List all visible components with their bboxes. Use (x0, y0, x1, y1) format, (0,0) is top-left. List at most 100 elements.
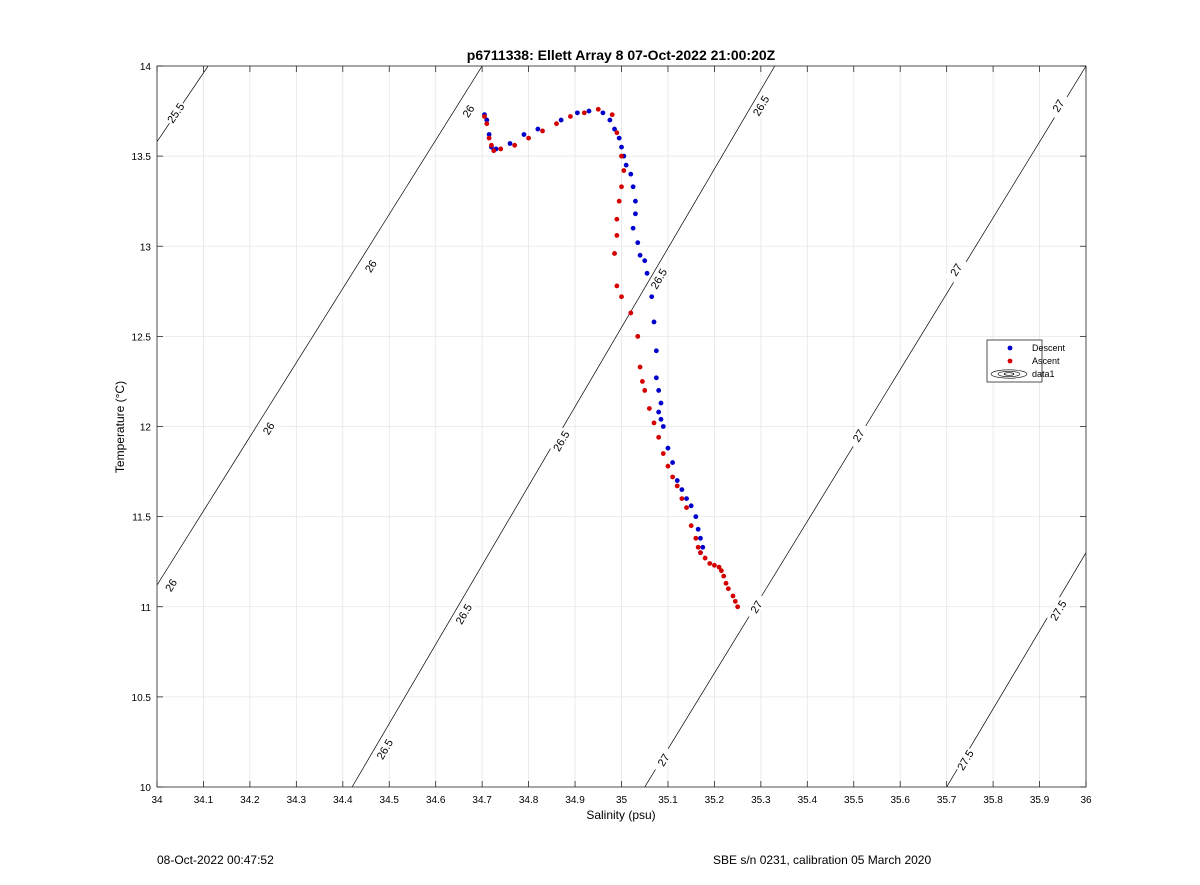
ascent-point (628, 310, 634, 316)
x-axis-label: Salinity (psu) (586, 808, 655, 822)
contour-label: 27 (656, 752, 673, 769)
legend-label-contour: data1 (1032, 369, 1055, 379)
grid-lines (156, 65, 1087, 788)
descent-point (574, 110, 580, 116)
x-tick-label: 34.8 (519, 795, 539, 806)
descent-point (684, 496, 689, 501)
descent-point (656, 409, 662, 415)
x-tick-label: 34.4 (333, 795, 353, 806)
x-tick-label: 35.8 (983, 795, 1003, 806)
contour-label-bg (1046, 92, 1070, 120)
ascent-point (619, 153, 624, 159)
y-tick-label: 13 (140, 242, 152, 253)
ascent-point (619, 294, 624, 300)
x-tick-label: 34.2 (240, 795, 260, 806)
contour-label: 27 (948, 262, 965, 279)
ascent-point (656, 434, 662, 440)
x-tick-label: 35.4 (798, 795, 818, 806)
ascent-point (684, 505, 689, 511)
ascent-point (512, 142, 518, 148)
legend-marker-descent (1007, 345, 1013, 351)
contour-label-bg (1046, 596, 1070, 624)
ascent-point (730, 593, 736, 599)
descent-point (695, 526, 701, 532)
ascent-point (674, 483, 680, 489)
x-tick-label: 35.1 (658, 795, 678, 806)
contour-label-bg (159, 571, 183, 599)
ascent-point (614, 130, 620, 136)
x-tick-label: 35.3 (751, 795, 771, 806)
ascent-point (716, 564, 722, 570)
descent-point (558, 117, 564, 123)
ascent-point (616, 198, 622, 204)
x-tick-label: 34.7 (472, 795, 492, 806)
contour-line (157, 66, 483, 586)
contour-label-bg (359, 252, 383, 280)
ascent-point (486, 135, 492, 141)
x-tick-label: 34.5 (380, 795, 400, 806)
ascent-point (707, 561, 713, 566)
descent-point (674, 478, 680, 483)
descent-point (665, 445, 671, 451)
descent-point (486, 132, 492, 137)
contour-label: 27 (851, 428, 868, 445)
descent-point (535, 126, 541, 132)
ascent-point (554, 121, 559, 127)
contour-label: 27 (749, 599, 766, 616)
generated-timestamp: 08-Oct-2022 00:47:52 (157, 853, 274, 867)
descent-point (658, 416, 664, 422)
ascent-point (568, 114, 573, 119)
descent-point (649, 294, 655, 300)
x-tick-label: 34.3 (287, 795, 307, 806)
ascent-point (621, 168, 627, 173)
legend: Descent Ascent data1 (986, 339, 1066, 383)
ascent-point (609, 112, 615, 118)
x-axis-ticks: 34 34.1 34.2 34.3 34.4 34.5 34.6 34.7 34.8 34.9 35… (151, 66, 1092, 806)
ascent-point (712, 562, 717, 568)
descent-point (521, 132, 527, 137)
y-tick-label: 14 (140, 62, 152, 73)
descent-point (660, 424, 666, 429)
descent-point (619, 144, 624, 150)
descent-point (628, 171, 634, 177)
descent-point (630, 184, 636, 190)
descent-point (700, 544, 706, 550)
ascent-point (670, 474, 675, 480)
ascent-point (540, 128, 545, 134)
descent-point (644, 270, 650, 276)
ascent-point (614, 233, 620, 238)
ascent-point (693, 535, 699, 541)
x-tick-label: 36 (1080, 795, 1092, 806)
ascent-point (642, 388, 648, 393)
ascent-point (635, 333, 641, 339)
x-tick-label: 34 (151, 795, 163, 806)
ascent-point (732, 598, 738, 604)
contour-label-bg (163, 99, 188, 127)
x-tick-label: 35.7 (937, 795, 957, 806)
contour-label-bg (749, 92, 773, 120)
descent-point (635, 240, 641, 246)
y-tick-label: 12.5 (132, 332, 152, 343)
x-tick-label: 34.1 (194, 795, 214, 806)
ascent-point (526, 135, 531, 141)
descent-point (653, 348, 659, 354)
legend-box (986, 339, 1043, 383)
y-axis-label: Temperature (°C) (113, 381, 127, 473)
x-tick-label: 35.2 (705, 795, 725, 806)
descent-point (653, 375, 659, 381)
legend-marker-contour-icon (990, 369, 1028, 379)
contour-label-bg (452, 600, 475, 628)
y-axis-ticks: 10 10.5 11 11.5 12 12.5 13 13.5 14 (132, 62, 1086, 794)
y-tick-label: 12 (140, 423, 152, 434)
descent-point (688, 503, 694, 509)
legend-label-descent: Descent (1032, 343, 1066, 353)
descent-point (670, 460, 675, 465)
ascent-point (695, 544, 701, 550)
sensor-calibration-note: SBE s/n 0231, calibration 05 March 2020 (713, 853, 932, 867)
contour-label-bg (647, 265, 670, 293)
ascent-point (660, 451, 666, 456)
contour-label: 26 (163, 577, 180, 594)
contour-label: 26 (461, 103, 478, 120)
descent-point (658, 400, 664, 406)
descent-point (698, 535, 703, 541)
